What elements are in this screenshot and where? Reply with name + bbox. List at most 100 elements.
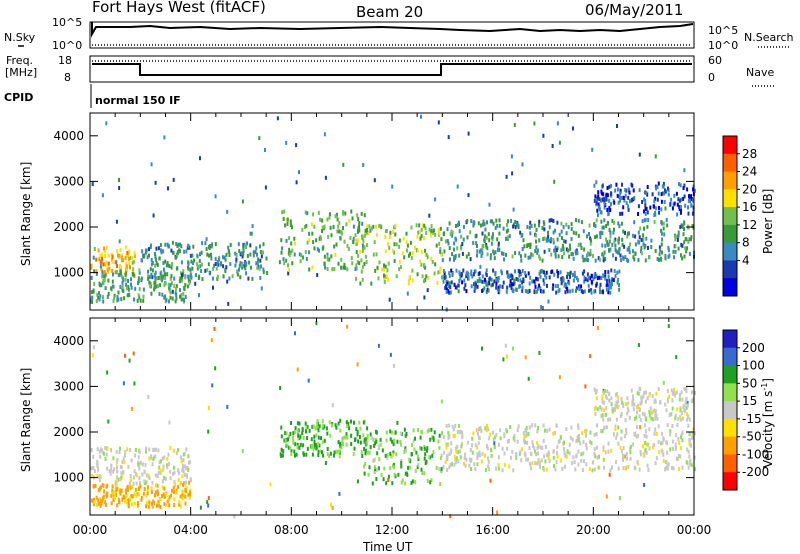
power-point [179,242,182,247]
power-point [689,199,692,204]
velocity-point [476,462,479,467]
power-point [125,261,128,266]
velocity-point [574,467,577,472]
velocity-point [162,492,165,497]
colorbar-swatch [723,153,737,173]
velocity-point [314,426,317,431]
power-point [321,218,324,223]
power-point [149,267,152,272]
power-point [569,270,572,275]
power-point [568,243,571,248]
velocity-point [450,441,453,446]
power-point [605,237,607,242]
power-point [686,246,688,251]
power-point [424,226,427,231]
velocity-point [311,424,314,429]
power-point [653,199,656,204]
velocity-point [208,406,210,410]
velocity-point [588,467,591,472]
power-point [518,251,521,256]
velocity-point [306,436,309,440]
power-point [392,230,395,234]
velocity-point [326,447,329,451]
velocity-point [124,499,127,504]
power-point [526,225,529,229]
velocity-point [645,434,648,439]
power-point [661,191,664,196]
power-point [150,257,153,262]
velocity-point [609,468,612,473]
velocity-point [677,417,680,422]
power-point [439,249,442,254]
power-point [411,251,414,256]
velocity-point [453,433,456,438]
power-point [110,286,113,291]
velocity-point [683,403,686,408]
velocity-point [115,492,118,497]
velocity-point [665,440,668,445]
power-point [554,245,557,250]
power-point [170,281,173,286]
power-point [602,254,605,259]
velocity-point [545,453,548,458]
power-point [175,296,178,301]
velocity-point [478,450,481,455]
velocity-point [693,467,696,472]
power-point [361,234,363,239]
power-point [344,211,347,216]
velocity-point [628,415,631,420]
power-point [664,256,667,261]
velocity-point [538,460,541,465]
power-point [363,233,366,238]
power-point [403,255,406,260]
power-point [562,239,565,244]
velocity-point [426,478,429,483]
velocity-point [572,455,575,460]
power-point [640,251,643,256]
power-point [117,273,120,277]
power-point [174,299,177,304]
power-point [495,281,498,286]
velocity-point [513,433,516,438]
power-point [476,284,479,289]
date-label: 06/May/2011 [585,1,683,19]
power-point [141,249,144,254]
power-point [533,279,536,284]
velocity-point [165,502,168,507]
colorbar-tick-label: 200 [742,341,765,355]
velocity-point [411,479,414,484]
velocity-point [664,466,667,471]
velocity-point [611,465,613,470]
freq-panel: Freq. [MHz] 18 8 60 0 Nave [5,54,776,87]
velocity-point [99,503,102,508]
power-point [600,276,603,280]
power-point [565,282,568,287]
velocity-point [654,416,657,421]
power-point [251,276,254,281]
power-point [481,279,484,284]
power-point [111,254,114,259]
power-point [623,198,626,203]
velocity-point [189,490,191,495]
velocity-point [648,427,651,432]
power-point [593,198,596,203]
power-point [588,288,590,293]
power-point [616,280,619,285]
power-point [451,230,454,235]
velocity-point [151,501,153,506]
power-point [619,211,622,216]
power-point [154,263,157,268]
velocity-point [493,441,496,446]
velocity-point [322,453,325,458]
power-point [136,298,139,303]
velocity-point [321,419,324,424]
velocity-point [673,391,676,396]
power-point [130,277,132,282]
power-point [493,251,496,256]
power-point [426,288,429,293]
velocity-point [527,432,530,437]
power-point [138,270,141,275]
colorbar-swatch [723,454,737,473]
velocity-point [410,452,413,457]
power-point [439,266,442,271]
